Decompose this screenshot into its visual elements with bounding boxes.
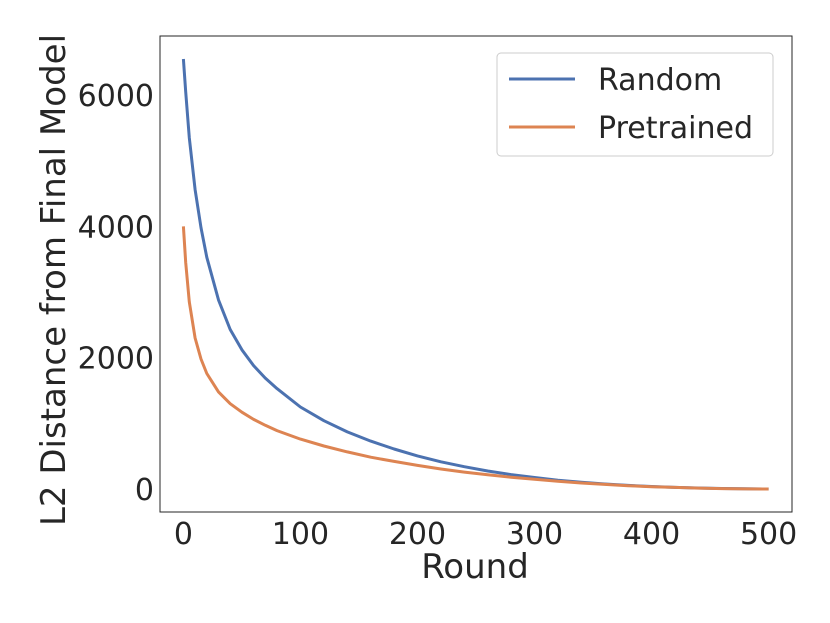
x-tick-label: 200 xyxy=(389,517,446,552)
y-axis-ticks: 0 2000 4000 6000 xyxy=(78,79,154,508)
legend: Random Pretrained xyxy=(496,52,774,157)
legend-label-random: Random xyxy=(598,63,722,98)
x-tick-label: 500 xyxy=(740,517,797,552)
y-tick-label: 2000 xyxy=(78,342,154,377)
series-line-pretrained xyxy=(181,226,769,491)
x-axis-label: Round xyxy=(421,547,529,587)
series-lines xyxy=(181,58,769,491)
y-axis-label: L2 Distance from Final Model xyxy=(34,34,74,526)
x-tick-label: 300 xyxy=(506,517,563,552)
legend-label-pretrained: Pretrained xyxy=(598,111,753,146)
y-tick-label: 6000 xyxy=(78,79,154,114)
y-tick-label: 0 xyxy=(135,473,154,508)
y-tick-label: 4000 xyxy=(78,210,154,245)
x-tick-label: 0 xyxy=(174,517,193,552)
x-axis-ticks: 0 100 200 300 400 500 xyxy=(174,517,797,552)
x-tick-label: 100 xyxy=(272,517,329,552)
x-tick-label: 400 xyxy=(623,517,680,552)
